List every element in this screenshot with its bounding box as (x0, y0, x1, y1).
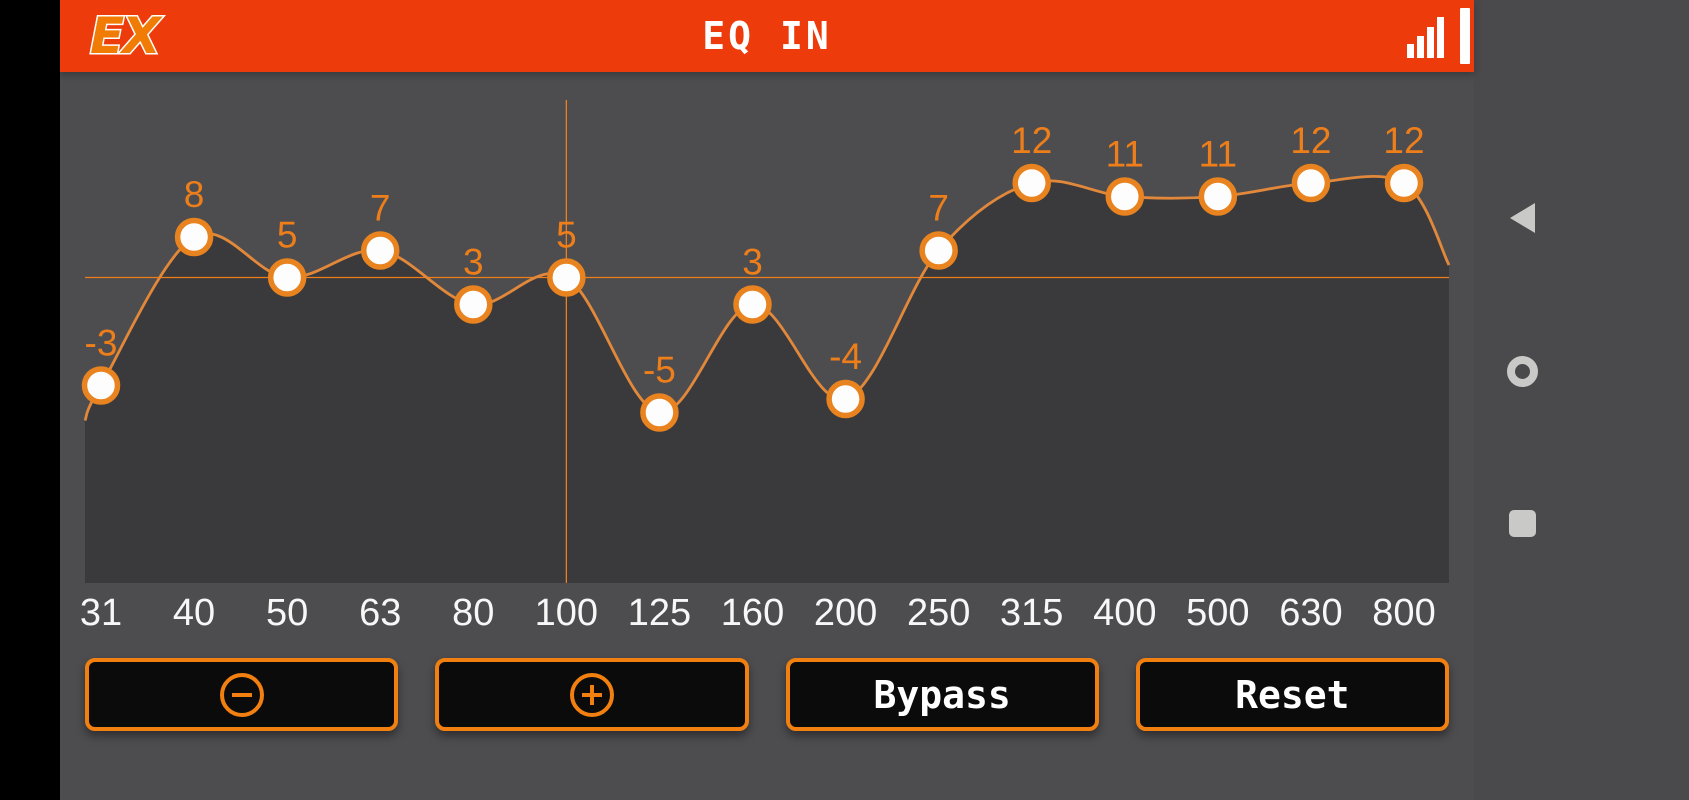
home-icon[interactable] (1507, 356, 1538, 387)
app-logo: EX (89, 8, 167, 64)
freq-label: 400 (1093, 592, 1156, 632)
reset-button[interactable]: Reset (1135, 658, 1449, 731)
freq-label: 31 (80, 592, 122, 632)
app-logo-text: EX (90, 8, 163, 64)
eq-value-label: 5 (556, 215, 577, 256)
eq-value-label: 11 (1106, 134, 1144, 175)
eq-value-label: -5 (643, 350, 676, 391)
system-nav-bar (1474, 0, 1689, 800)
reset-button-label: Reset (1235, 672, 1350, 717)
eq-band-handle-160[interactable] (733, 285, 772, 324)
eq-value-label: -3 (85, 323, 118, 364)
bypass-button[interactable]: Bypass (785, 658, 1099, 731)
eq-value-label: 3 (742, 242, 763, 283)
gain-decrease-button[interactable] (85, 658, 399, 731)
eq-band-handle-315[interactable] (1012, 163, 1051, 203)
eq-band-handle-80[interactable] (454, 285, 493, 324)
page-title: EQ IN (702, 14, 832, 58)
freq-label: 315 (1000, 592, 1063, 632)
recents-icon[interactable] (1509, 510, 1536, 537)
minus-circle-icon (219, 672, 264, 717)
eq-band-handle-200[interactable] (826, 379, 865, 419)
battery-icon (1460, 8, 1470, 64)
controls-bar: Bypass Reset (85, 658, 1449, 731)
display-cutout-strip (0, 0, 60, 800)
eq-value-label: 7 (928, 188, 949, 229)
freq-label: 500 (1186, 592, 1249, 632)
freq-label: 160 (721, 592, 784, 632)
gain-increase-button[interactable] (435, 658, 749, 731)
freq-label: 80 (452, 592, 494, 632)
eq-band-handle-125[interactable] (640, 393, 679, 432)
eq-value-label: 5 (277, 215, 298, 256)
eq-value-label: 3 (463, 242, 484, 283)
bypass-button-label: Bypass (873, 672, 1011, 717)
eq-band-handle-100[interactable] (547, 258, 586, 297)
freq-label: 63 (359, 592, 401, 632)
freq-label: 100 (535, 592, 598, 632)
eq-app-window: EX EQ IN -3 31 8 40 5 50 7 63 3 80 5 100 -5 125 3 160 -4… (60, 0, 1474, 800)
freq-label: 800 (1372, 592, 1435, 632)
eq-band-handle-63[interactable] (360, 231, 400, 270)
eq-value-label: -4 (829, 336, 862, 377)
eq-chart[interactable]: -3 31 8 40 5 50 7 63 3 80 5 100 -5 125 3 160 -4 200 7 250 12… (60, 72, 1474, 632)
freq-label: 40 (173, 592, 215, 632)
eq-value-label: 12 (1011, 120, 1052, 161)
header-status-area (1407, 0, 1470, 72)
eq-band-handle-31[interactable] (81, 366, 121, 405)
freq-label: 630 (1279, 592, 1342, 632)
eq-band-handle-250[interactable] (919, 231, 958, 270)
eq-band-handle-400[interactable] (1105, 177, 1145, 216)
eq-band-handle-800[interactable] (1384, 163, 1424, 203)
eq-band-handle-630[interactable] (1291, 163, 1331, 203)
back-icon[interactable] (1510, 203, 1535, 233)
plus-circle-icon (569, 672, 614, 717)
eq-value-label: 12 (1383, 120, 1424, 161)
eq-value-label: 7 (370, 188, 391, 229)
eq-band-handle-40[interactable] (174, 217, 214, 257)
app-header: EX EQ IN (60, 0, 1474, 72)
freq-label: 50 (266, 592, 308, 632)
eq-band-handle-50[interactable] (267, 258, 307, 297)
eq-value-label: 12 (1290, 120, 1331, 161)
freq-label: 200 (814, 592, 877, 632)
eq-value-label: 8 (184, 174, 205, 215)
eq-band-handle-500[interactable] (1198, 177, 1238, 216)
signal-bars-icon (1407, 17, 1444, 58)
freq-label: 125 (628, 592, 691, 632)
freq-label: 250 (907, 592, 970, 632)
eq-value-label: 11 (1199, 134, 1237, 175)
